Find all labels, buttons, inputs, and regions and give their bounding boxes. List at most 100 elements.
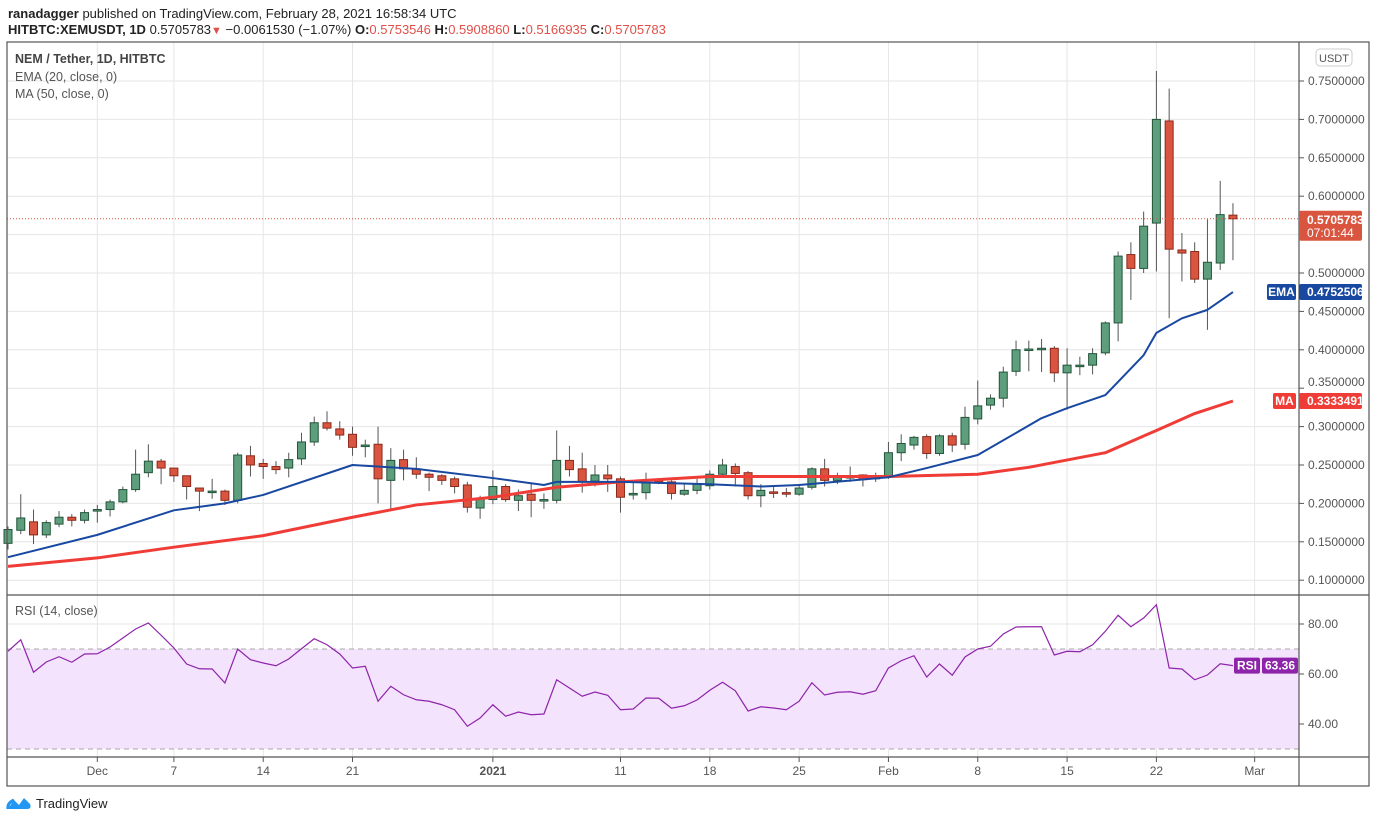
candle xyxy=(973,380,983,425)
time-tick-label: 14 xyxy=(257,764,271,778)
candle-body xyxy=(258,462,268,468)
open-value: 0.5753546 xyxy=(369,22,431,37)
rsi-axis[interactable]: 80.00 60.00 40.00 xyxy=(1299,617,1338,731)
candle-body xyxy=(488,486,498,501)
candle xyxy=(156,458,166,485)
candle xyxy=(960,406,970,450)
price-tick-label: 0.3500000 xyxy=(1308,375,1365,389)
tradingview-logo[interactable]: TradingView xyxy=(6,795,108,811)
time-tick-label: Mar xyxy=(1244,764,1265,778)
candle-body xyxy=(233,454,243,501)
candle xyxy=(131,449,141,492)
down-triangle-icon: ▼ xyxy=(211,25,222,37)
ema-legend[interactable]: EMA (20, close, 0) xyxy=(15,70,118,84)
candle-body xyxy=(1011,349,1021,372)
candle xyxy=(143,444,153,478)
candle xyxy=(309,416,319,446)
candle-body xyxy=(641,482,651,494)
candle-body xyxy=(603,474,613,480)
candle xyxy=(922,434,932,459)
candle-body xyxy=(1062,364,1072,374)
high-value: 0.5908860 xyxy=(448,22,510,37)
candle-body xyxy=(3,529,13,544)
candle xyxy=(769,486,779,499)
time-tick-label: 11 xyxy=(614,764,627,778)
candle-body xyxy=(284,459,294,469)
time-axis[interactable]: Dec 7 14 21 2021 11 18 25 Feb 8 15 22 Mar xyxy=(87,757,1265,778)
author-name[interactable]: ranadagger xyxy=(8,6,79,21)
time-tick-label: 8 xyxy=(974,764,981,778)
candle xyxy=(41,520,51,538)
rsi-tick-label: 80.00 xyxy=(1308,617,1338,631)
candle-body xyxy=(169,467,179,477)
candle xyxy=(998,366,1008,408)
currency-button-frame xyxy=(1315,48,1353,67)
candle xyxy=(1126,242,1136,300)
ma-legend[interactable]: MA (50, close, 0) xyxy=(15,87,109,101)
candle-body xyxy=(960,416,970,445)
price-axis[interactable]: USDT 0.7500000 0.7000000 0.6500000 0.6000000… xyxy=(1299,48,1365,587)
candle xyxy=(1088,348,1098,375)
candle-body xyxy=(628,492,638,496)
candle xyxy=(934,434,944,456)
candle-body xyxy=(1075,364,1085,368)
candle xyxy=(730,463,740,487)
candle xyxy=(258,458,268,479)
candle-body xyxy=(1049,347,1059,374)
candle-body xyxy=(667,481,677,494)
candle xyxy=(348,426,358,456)
candle-body xyxy=(883,452,893,478)
candle-body xyxy=(526,493,536,501)
candle-body xyxy=(730,466,740,474)
symbol-label: HITBTC:XEMUSDT, 1D xyxy=(8,22,146,37)
last-price-tag-bg xyxy=(1299,210,1362,241)
candle xyxy=(118,486,128,504)
price-tick-label: 0.5000000 xyxy=(1308,266,1365,280)
candle-body xyxy=(1164,120,1174,250)
rsi-legend[interactable]: RSI (14, close) xyxy=(15,604,98,618)
candle xyxy=(1139,211,1149,273)
candle xyxy=(756,484,766,508)
candle xyxy=(1075,356,1085,376)
price-tick-label: 0.4000000 xyxy=(1308,343,1365,357)
published-text: published on TradingView.com, February 2… xyxy=(82,6,457,21)
candle-body xyxy=(1024,348,1034,352)
candle-body xyxy=(807,468,817,488)
candle xyxy=(1037,339,1047,373)
last-price: 0.5705783 xyxy=(149,22,212,37)
candle-body xyxy=(1139,225,1149,269)
candle xyxy=(1202,219,1212,330)
candle xyxy=(781,488,791,498)
candle xyxy=(564,445,574,477)
candle-body xyxy=(1088,353,1098,366)
candle xyxy=(207,478,217,499)
rsi-tag: RSI 63.36 xyxy=(1234,657,1298,674)
candle-body xyxy=(973,405,983,420)
candle xyxy=(16,494,26,535)
low-label: L: xyxy=(513,22,526,37)
ema-tag-badge xyxy=(1267,284,1296,301)
candle xyxy=(80,509,90,524)
rsi-tick-label: 40.00 xyxy=(1308,717,1338,731)
candle-body xyxy=(271,466,281,471)
candle xyxy=(373,426,383,504)
ma-tag-badge-label: MA xyxy=(1275,394,1294,408)
candle xyxy=(641,472,651,500)
countdown-timer: 07:01:44 xyxy=(1307,226,1354,240)
price-tick-label: 0.4500000 xyxy=(1308,304,1365,318)
candle xyxy=(539,493,549,509)
rsi-tag-badge xyxy=(1234,657,1260,674)
candle xyxy=(526,482,536,518)
candle-body xyxy=(539,499,549,502)
candle-body xyxy=(131,473,141,491)
candle xyxy=(1100,321,1110,356)
candle xyxy=(67,514,77,527)
candle xyxy=(1215,180,1225,270)
candle-body xyxy=(1037,347,1047,351)
high-label: H: xyxy=(434,22,449,37)
candle-body xyxy=(743,472,753,497)
candle xyxy=(1177,233,1187,282)
candle-body xyxy=(207,490,217,494)
